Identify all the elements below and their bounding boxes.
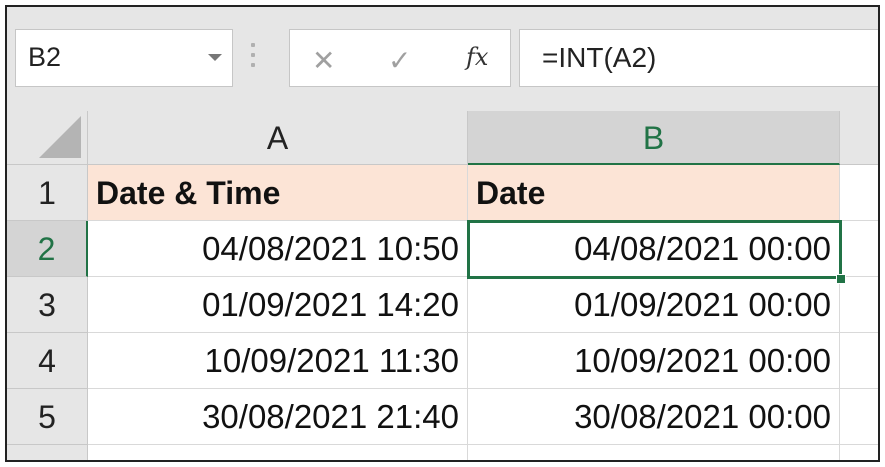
row-header-3[interactable]: 3	[7, 277, 88, 333]
cell-c5[interactable]	[840, 389, 878, 445]
name-box[interactable]: B2	[15, 29, 233, 87]
cell-b5[interactable]: 30/08/2021 00:00	[468, 389, 840, 445]
worksheet-grid: A B 1 2 3 4 5 Date & Time Date 04/08/202…	[7, 111, 878, 460]
column-header-b[interactable]: B	[468, 111, 840, 165]
cell-b1[interactable]: Date	[468, 165, 840, 221]
cell-b4[interactable]: 10/09/2021 00:00	[468, 333, 840, 389]
row-header-4[interactable]: 4	[7, 333, 88, 389]
cell-a3[interactable]: 01/09/2021 14:20	[88, 277, 468, 333]
cell-a6[interactable]	[88, 445, 468, 460]
chevron-down-icon[interactable]	[208, 54, 222, 61]
cancel-icon[interactable]: ✕	[312, 45, 336, 76]
name-box-value: B2	[28, 42, 62, 72]
formula-input[interactable]: =INT(A2)	[519, 29, 878, 87]
drag-handle-icon[interactable]	[251, 43, 257, 73]
cell-c3[interactable]	[840, 277, 878, 333]
formula-buttons: ✕ ✓ fx	[289, 29, 511, 87]
excel-window: B2 ✕ ✓ fx =INT(A2) A B 1 2 3 4 5 Date & …	[5, 5, 880, 462]
select-all-icon	[39, 116, 81, 158]
cell-c2[interactable]	[840, 221, 878, 277]
cell-a2[interactable]: 04/08/2021 10:50	[88, 221, 468, 277]
cell-c4[interactable]	[840, 333, 878, 389]
select-all-button[interactable]	[7, 111, 88, 165]
cell-b3[interactable]: 01/09/2021 00:00	[468, 277, 840, 333]
insert-function-icon[interactable]: fx	[466, 43, 489, 71]
formula-text: =INT(A2)	[542, 42, 657, 73]
check-icon[interactable]: ✓	[388, 45, 412, 76]
cell-b2[interactable]: 04/08/2021 00:00	[468, 221, 840, 277]
fill-handle[interactable]	[836, 274, 846, 284]
row-header-2[interactable]: 2	[7, 221, 88, 277]
column-header-c[interactable]	[840, 111, 878, 165]
row-header-5[interactable]: 5	[7, 389, 88, 445]
row-header-6[interactable]	[7, 445, 88, 460]
cell-b6[interactable]	[468, 445, 840, 460]
cell-a5[interactable]: 30/08/2021 21:40	[88, 389, 468, 445]
row-header-1[interactable]: 1	[7, 165, 88, 221]
cell-a1[interactable]: Date & Time	[88, 165, 468, 221]
cell-a4[interactable]: 10/09/2021 11:30	[88, 333, 468, 389]
column-header-a[interactable]: A	[88, 111, 468, 165]
cell-c1[interactable]	[840, 165, 878, 221]
formula-bar: B2 ✕ ✓ fx =INT(A2)	[7, 7, 878, 111]
